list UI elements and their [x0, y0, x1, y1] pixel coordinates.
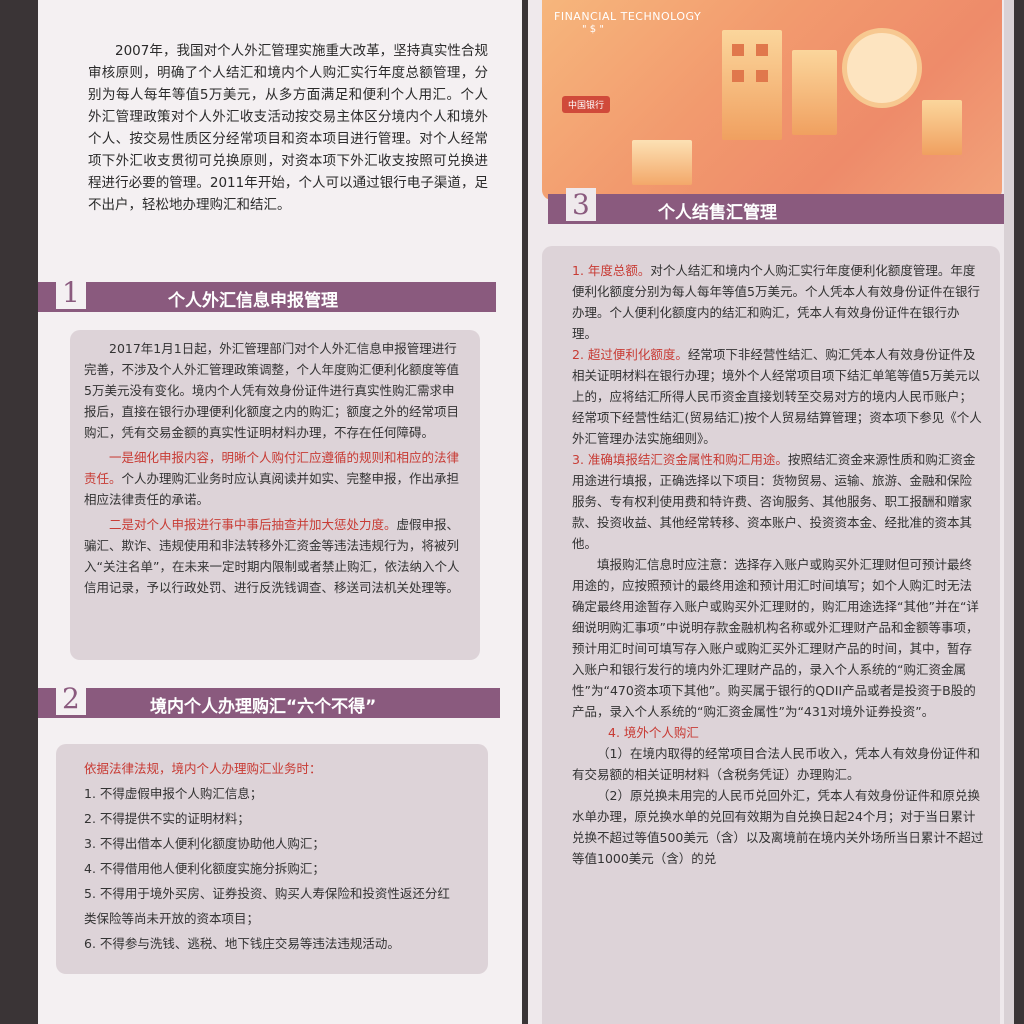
building-icon — [722, 30, 782, 140]
section-2-header: 2 境内个人办理购汇“六个不得” — [38, 682, 500, 718]
fintech-illustration: FINANCIAL TECHNOLOGY " $ " 中国银行 — [542, 0, 1002, 200]
section-3-para-1-highlight: 1. 年度总额。 — [572, 263, 651, 278]
page-edge — [1004, 0, 1014, 1024]
section-3-para-4: 填报购汇信息时应注意：选择存入账户或购买外汇理财但可预计最终用途的，应按照预计的… — [572, 557, 979, 719]
clock-icon — [842, 28, 922, 108]
book-icon — [632, 140, 692, 185]
section-1-box: 2017年1月1日起，外汇管理部门对个人外汇信息申报管理进行完善，不涉及个人外汇… — [70, 330, 480, 660]
section-2-box: 依据法律法规，境内个人办理购汇业务时： 1. 不得虚假申报个人购汇信息； 2. … — [56, 744, 488, 974]
section-3-para-1-text: 对个人结汇和境内个人购汇实行年度便利化额度管理。年度便利化额度分别为每人每年等值… — [572, 263, 980, 341]
image-caption: FINANCIAL TECHNOLOGY — [554, 10, 702, 23]
section-3-box: 1. 年度总额。对个人结汇和境内个人购汇实行年度便利化额度管理。年度便利化额度分… — [542, 246, 1000, 1024]
section-3-para-3-highlight: 3. 准确填报结汇资金属性和购汇用途。 — [572, 452, 788, 467]
section-1-para-2: 一是细化申报内容，明晰个人购付汇应遵循的规则和相应的法律责任。个人办理购汇业务时… — [84, 447, 466, 510]
section-3-header: 3 个人结售汇管理 — [548, 188, 1006, 224]
section-1-para-3-text: 虚假申报、骗汇、欺诈、违规使用和非法转移外汇资金等违法违规行为，将被列入“关注名… — [84, 517, 460, 595]
section-2-item: 2. 不得提供不实的证明材料； — [84, 811, 250, 826]
building-icon — [792, 50, 837, 135]
image-caption-symbol: " $ " — [582, 24, 604, 35]
section-3-number: 3 — [566, 188, 596, 221]
section-2-item: 3. 不得出借本人便利化额度协助他人购汇； — [84, 836, 325, 851]
section-3-para-3-text: 按照结汇资金来源性质和购汇资金用途进行填报，正确选择以下项目：货物贸易、运输、旅… — [572, 452, 976, 551]
section-1-para-2-text: 个人办理购汇业务时应认真阅读并如实、完整申报，作出承担相应法律责任的承诺。 — [84, 471, 460, 507]
section-1-header: 1 个人外汇信息申报管理 — [38, 276, 496, 312]
section-2-item: 4. 不得借用他人便利化额度实施分拆购汇； — [84, 861, 325, 876]
section-1-number: 1 — [56, 276, 86, 309]
section-1-para-3: 二是对个人申报进行事中事后抽查并加大惩处力度。虚假申报、骗汇、欺诈、违规使用和非… — [84, 514, 466, 598]
section-2-number: 2 — [56, 682, 86, 715]
building-icon — [922, 100, 962, 155]
section-3-para-2-highlight: 2. 超过便利化额度。 — [572, 347, 688, 362]
intro-paragraph: 2007年，我国对个人外汇管理实施重大改革，坚持真实性合规审核原则，明确了个人结… — [88, 43, 488, 213]
section-2-lead: 依据法律法规，境内个人办理购汇业务时： — [84, 761, 322, 776]
section-3-para-5: （1）在境内取得的经常项目合法人民币收入，凭本人有效身份证件和有交易额的相关证明… — [572, 746, 980, 782]
section-2-item: 5. 不得用于境外买房、证券投资、购买人寿保险和投资性返还分红类保险等尚未开放的… — [84, 886, 450, 926]
left-page: 2007年，我国对个人外汇管理实施重大改革，坚持真实性合规审核原则，明确了个人结… — [38, 0, 522, 1024]
section-3-para-1: 1. 年度总额。对个人结汇和境内个人购汇实行年度便利化额度管理。年度便利化额度分… — [572, 260, 984, 344]
section-2-item: 6. 不得参与洗钱、逃税、地下钱庄交易等违法违规活动。 — [84, 936, 400, 951]
section-1-title: 个人外汇信息申报管理 — [168, 291, 338, 311]
section-1-para-2-highlight: 一是细化申报内容，明晰个人购付汇应遵循的规则和相应的法律责任。 — [84, 450, 460, 486]
section-3-para-3: 3. 准确填报结汇资金属性和购汇用途。按照结汇资金来源性质和购汇资金用途进行填报… — [572, 449, 984, 554]
section-2-title: 境内个人办理购汇“六个不得” — [150, 697, 377, 717]
right-page: FINANCIAL TECHNOLOGY " $ " 中国银行 3 个人结售汇管… — [528, 0, 1014, 1024]
section-3-subheading: 4. 境外个人购汇 — [608, 725, 699, 740]
section-3-para-2-text: 经常项下非经营性结汇、购汇凭本人有效身份证件及相关证明材料在银行办理；境外个人经… — [572, 347, 982, 446]
section-3-title: 个人结售汇管理 — [658, 203, 777, 223]
section-1-para-3-highlight: 二是对个人申报进行事中事后抽查并加大惩处力度。 — [109, 517, 397, 532]
section-1-para-1: 2017年1月1日起，外汇管理部门对个人外汇信息申报管理进行完善，不涉及个人外汇… — [84, 341, 460, 440]
section-3-para-2: 2. 超过便利化额度。经常项下非经营性结汇、购汇凭本人有效身份证件及相关证明材料… — [572, 344, 984, 449]
section-3-para-6: （2）原兑换未用完的人民币兑回外汇，凭本人有效身份证件和原兑换水单办理，原兑换水… — [572, 788, 984, 866]
bank-badge: 中国银行 — [562, 96, 611, 113]
section-2-item: 1. 不得虚假申报个人购汇信息； — [84, 786, 263, 801]
